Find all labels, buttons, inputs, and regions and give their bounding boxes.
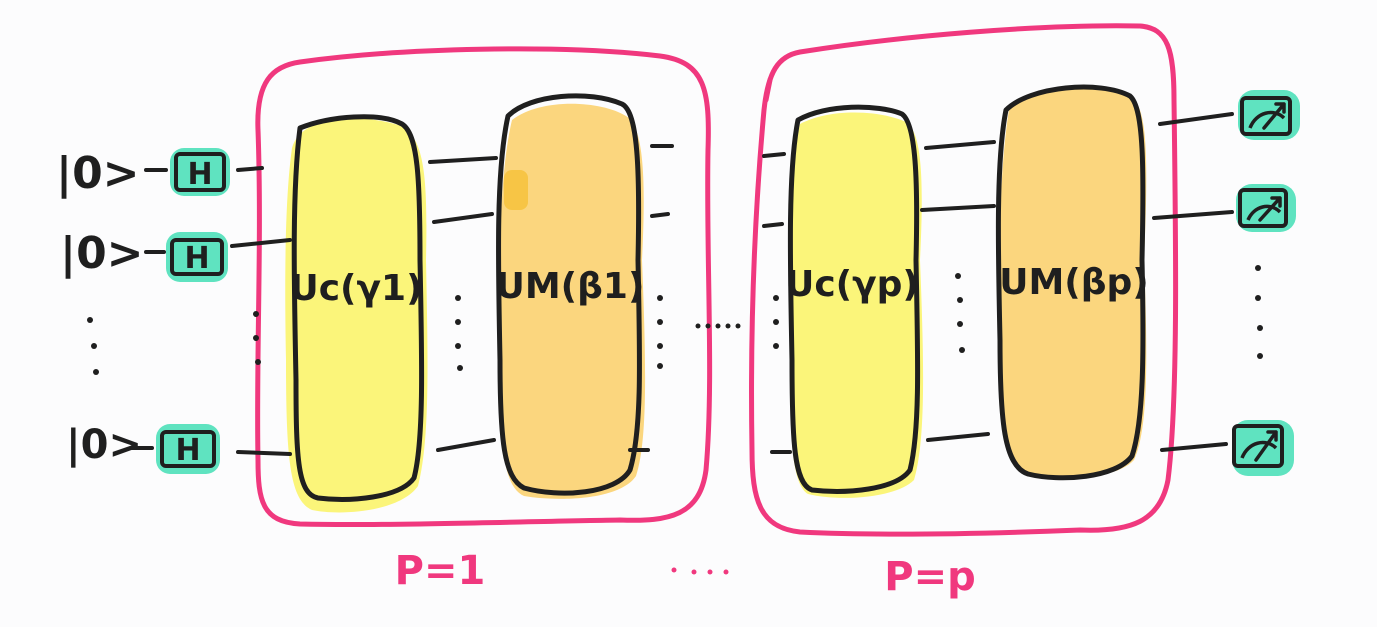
- wire-1-in-p: [762, 152, 786, 158]
- wire-2-in: [230, 238, 292, 248]
- wire-3-mid-1: [436, 438, 496, 452]
- cost-block-1-fill: [285, 118, 428, 513]
- mixer-unitary-label-p: UM(βp): [999, 262, 1149, 303]
- qubit-ellipsis-dots: [87, 265, 1263, 375]
- wire-2-in-p: [762, 222, 784, 228]
- cost-unitary-label-1: Uc(γ1): [289, 268, 422, 309]
- mixer-block-p-fill: [999, 89, 1147, 479]
- hadamard-label-1: H: [187, 157, 212, 192]
- measure-meter-icon: [1232, 420, 1294, 476]
- hadamard-label-3: H: [175, 433, 200, 468]
- wire-3-mid-p: [926, 432, 990, 442]
- layer-label-1: P=1: [395, 548, 486, 594]
- hadamard-gate-1: H: [170, 148, 230, 196]
- cost-block-1-outline: [291, 114, 425, 502]
- cost-block-p-outline: [787, 104, 921, 494]
- layer-label-p: P=p: [884, 554, 975, 600]
- wire-2-out-p: [1152, 210, 1234, 220]
- measure-meter-icon: [1236, 184, 1296, 232]
- label-ellipsis-dots: [671, 567, 729, 575]
- hadamard-gate-2: H: [166, 232, 228, 282]
- hadamard-gate-3: H: [156, 424, 220, 474]
- ket-qubit-1: |0>: [56, 148, 140, 199]
- mixer-block-1-outline: [495, 93, 643, 496]
- wire-2-mid-1: [432, 212, 494, 224]
- mixer-unitary-label-1: UM(β1): [496, 266, 645, 307]
- wire-1-mid-p: [924, 140, 996, 150]
- wire-1-out-p: [1158, 112, 1234, 126]
- wire-3-in: [236, 450, 292, 456]
- wire-2-out-1: [650, 212, 670, 218]
- measure-meter-icon: [1238, 90, 1300, 140]
- ket-qubit-3: |0>: [66, 422, 142, 469]
- wire-1-mid-1: [428, 156, 498, 164]
- cost-block-p-fill: [789, 112, 924, 498]
- wire-2-mid-p: [920, 204, 996, 212]
- mixer-block-p-outline: [995, 84, 1146, 481]
- wires: [230, 112, 1234, 456]
- ket-dashes: [130, 168, 168, 450]
- ket-qubit-2: |0>: [60, 228, 144, 279]
- wire-1-in: [236, 166, 264, 172]
- hadamard-label-2: H: [184, 241, 209, 276]
- mixer-block-1-fill-dark: [504, 170, 528, 210]
- mixer-block-1-fill: [499, 103, 646, 499]
- layer-ellipsis-dots: [695, 323, 741, 329]
- wire-3-out-p: [1160, 442, 1228, 452]
- layer-1-frame: [255, 46, 713, 528]
- cost-unitary-label-p: Uc(γp): [785, 264, 919, 305]
- layer-p-frame: [749, 23, 1179, 537]
- layer-p-frame-mark: [763, 77, 773, 103]
